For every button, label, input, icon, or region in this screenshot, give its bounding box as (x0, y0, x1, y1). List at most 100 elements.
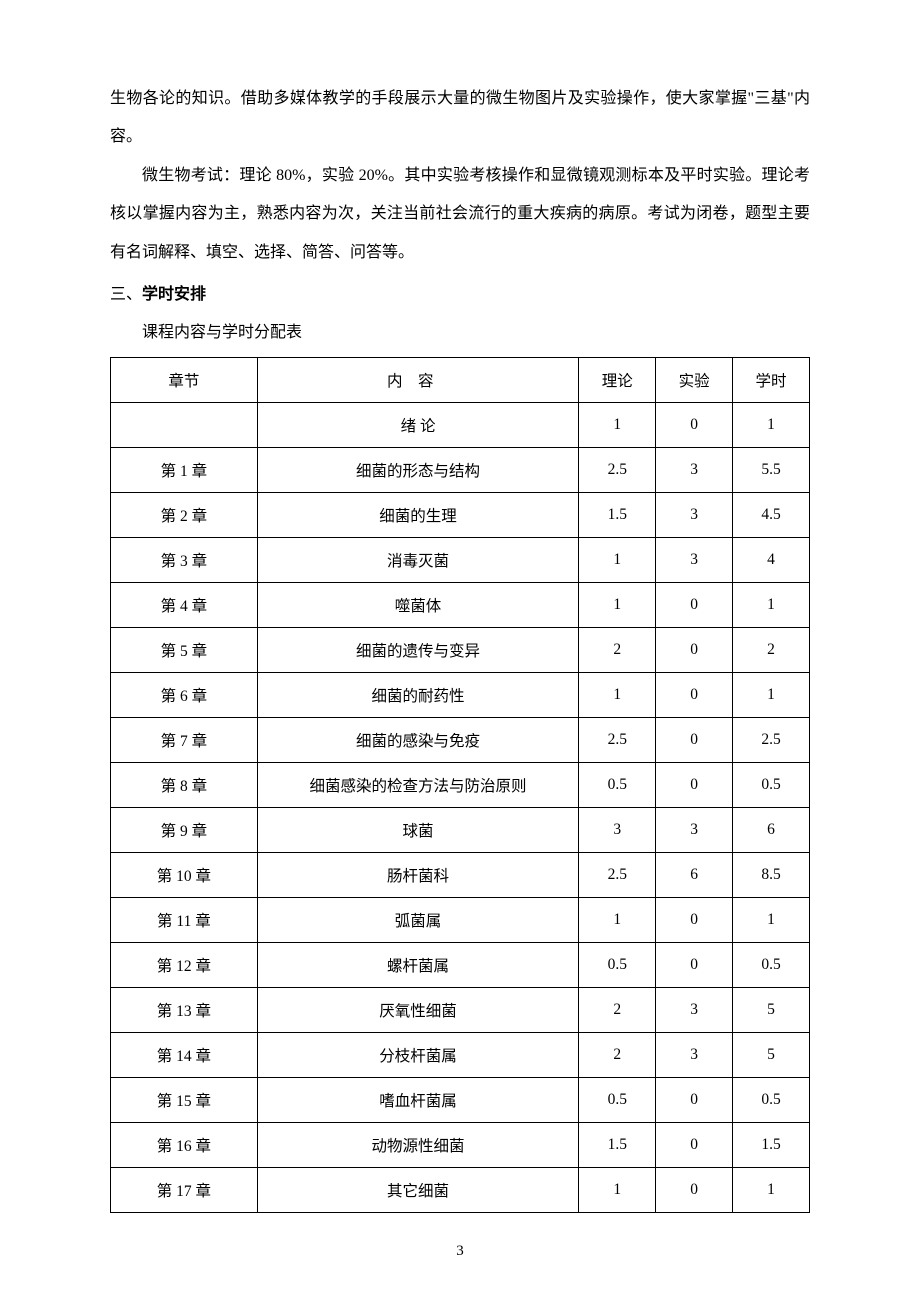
cell-hours: 1 (733, 672, 810, 717)
cell-experiment: 0 (656, 717, 733, 762)
cell-hours: 1 (733, 897, 810, 942)
cell-chapter: 第 12 章 (111, 942, 258, 987)
cell-content: 细菌的耐药性 (257, 672, 579, 717)
table-row: 第 9 章球菌336 (111, 807, 810, 852)
cell-hours: 2 (733, 627, 810, 672)
cell-experiment: 3 (656, 537, 733, 582)
table-row: 第 17 章其它细菌101 (111, 1167, 810, 1212)
cell-experiment: 0 (656, 582, 733, 627)
cell-content: 细菌的遗传与变异 (257, 627, 579, 672)
body-paragraph-1: 生物各论的知识。借助多媒体教学的手段展示大量的微生物图片及实验操作，使大家掌握"… (110, 80, 810, 157)
cell-hours: 4 (733, 537, 810, 582)
cell-chapter: 第 11 章 (111, 897, 258, 942)
cell-chapter: 第 10 章 (111, 852, 258, 897)
cell-theory: 1 (579, 1167, 656, 1212)
cell-experiment: 0 (656, 1167, 733, 1212)
table-body: 绪 论101 第 1 章细菌的形态与结构2.535.5 第 2 章细菌的生理1.… (111, 402, 810, 1212)
cell-theory: 2.5 (579, 717, 656, 762)
cell-content: 细菌感染的检查方法与防治原则 (257, 762, 579, 807)
cell-hours: 6 (733, 807, 810, 852)
cell-chapter: 第 4 章 (111, 582, 258, 627)
cell-hours: 0.5 (733, 762, 810, 807)
cell-chapter: 第 15 章 (111, 1077, 258, 1122)
cell-theory: 1 (579, 402, 656, 447)
cell-content: 螺杆菌属 (257, 942, 579, 987)
cell-theory: 2.5 (579, 852, 656, 897)
table-row: 第 6 章细菌的耐药性101 (111, 672, 810, 717)
cell-content: 细菌的生理 (257, 492, 579, 537)
header-theory: 理论 (579, 357, 656, 402)
cell-experiment: 0 (656, 672, 733, 717)
cell-hours: 0.5 (733, 942, 810, 987)
cell-theory: 1 (579, 672, 656, 717)
cell-hours: 1 (733, 1167, 810, 1212)
header-content: 内容 (257, 357, 579, 402)
table-row: 第 14 章分枝杆菌属235 (111, 1032, 810, 1077)
cell-content: 动物源性细菌 (257, 1122, 579, 1167)
cell-hours: 1 (733, 582, 810, 627)
cell-theory: 2 (579, 1032, 656, 1077)
cell-hours: 5.5 (733, 447, 810, 492)
table-row: 绪 论101 (111, 402, 810, 447)
cell-theory: 1 (579, 582, 656, 627)
cell-content: 细菌的形态与结构 (257, 447, 579, 492)
table-row: 第 11 章弧菌属101 (111, 897, 810, 942)
cell-chapter: 第 6 章 (111, 672, 258, 717)
cell-hours: 5 (733, 1032, 810, 1077)
cell-chapter: 第 3 章 (111, 537, 258, 582)
table-row: 第 7 章细菌的感染与免疫2.502.5 (111, 717, 810, 762)
cell-content: 球菌 (257, 807, 579, 852)
cell-experiment: 3 (656, 447, 733, 492)
cell-content: 嗜血杆菌属 (257, 1077, 579, 1122)
cell-experiment: 6 (656, 852, 733, 897)
body-paragraph-2: 微生物考试：理论 80%，实验 20%。其中实验考核操作和显微镜观测标本及平时实… (110, 157, 810, 272)
cell-hours: 1 (733, 402, 810, 447)
cell-theory: 1 (579, 897, 656, 942)
table-row: 第 1 章细菌的形态与结构2.535.5 (111, 447, 810, 492)
section-heading: 三、学时安排 (110, 276, 810, 314)
cell-hours: 4.5 (733, 492, 810, 537)
header-chapter: 章节 (111, 357, 258, 402)
schedule-table: 章节 内容 理论 实验 学时 绪 论101 第 1 章细菌的形态与结构2.535… (110, 357, 810, 1213)
header-content-text: 内容 (387, 373, 449, 390)
cell-experiment: 0 (656, 897, 733, 942)
cell-hours: 0.5 (733, 1077, 810, 1122)
cell-experiment: 0 (656, 762, 733, 807)
cell-chapter: 第 17 章 (111, 1167, 258, 1212)
header-hours: 学时 (733, 357, 810, 402)
cell-theory: 2 (579, 627, 656, 672)
table-row: 第 3 章消毒灭菌134 (111, 537, 810, 582)
cell-content: 厌氧性细菌 (257, 987, 579, 1032)
section-prefix: 三、 (110, 286, 142, 303)
cell-content: 其它细菌 (257, 1167, 579, 1212)
table-row: 第 2 章细菌的生理1.534.5 (111, 492, 810, 537)
page-number: 3 (0, 1243, 920, 1260)
cell-chapter: 第 8 章 (111, 762, 258, 807)
table-row: 第 12 章螺杆菌属0.500.5 (111, 942, 810, 987)
cell-theory: 0.5 (579, 762, 656, 807)
cell-theory: 1.5 (579, 492, 656, 537)
cell-content: 细菌的感染与免疫 (257, 717, 579, 762)
cell-chapter: 第 5 章 (111, 627, 258, 672)
cell-experiment: 3 (656, 1032, 733, 1077)
cell-experiment: 0 (656, 402, 733, 447)
section-title: 学时安排 (142, 286, 206, 303)
cell-content: 弧菌属 (257, 897, 579, 942)
cell-chapter: 第 16 章 (111, 1122, 258, 1167)
cell-chapter: 第 9 章 (111, 807, 258, 852)
cell-experiment: 0 (656, 1077, 733, 1122)
cell-experiment: 0 (656, 627, 733, 672)
cell-experiment: 3 (656, 492, 733, 537)
header-experiment: 实验 (656, 357, 733, 402)
table-row: 第 13 章厌氧性细菌235 (111, 987, 810, 1032)
cell-theory: 0.5 (579, 1077, 656, 1122)
cell-hours: 8.5 (733, 852, 810, 897)
cell-theory: 3 (579, 807, 656, 852)
cell-chapter: 第 14 章 (111, 1032, 258, 1077)
cell-hours: 5 (733, 987, 810, 1032)
cell-theory: 1.5 (579, 1122, 656, 1167)
cell-content: 绪 论 (257, 402, 579, 447)
table-row: 第 16 章动物源性细菌1.501.5 (111, 1122, 810, 1167)
cell-experiment: 0 (656, 1122, 733, 1167)
cell-theory: 2.5 (579, 447, 656, 492)
